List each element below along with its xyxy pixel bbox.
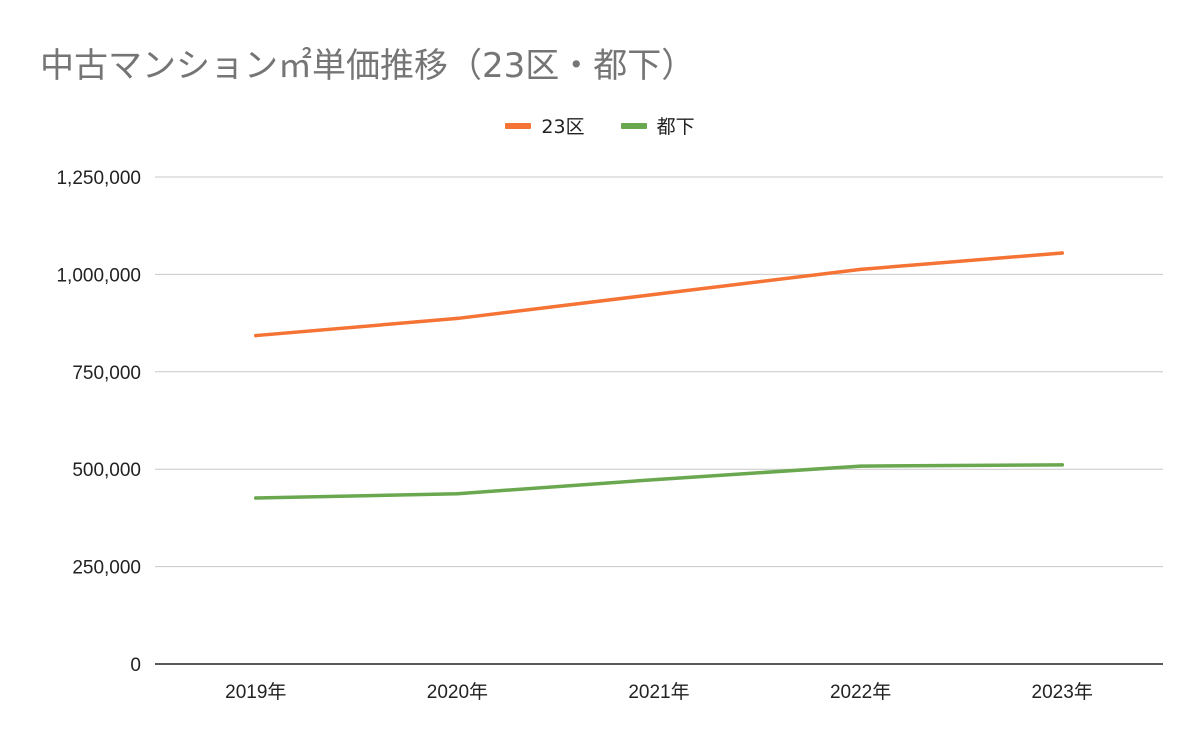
y-tick-label: 750,000: [72, 363, 141, 384]
x-tick-label: 2023年: [1032, 681, 1093, 703]
data-point: [858, 464, 863, 468]
legend-item-23ku[interactable]: 23区: [505, 112, 585, 139]
y-tick-label: 1,000,000: [56, 265, 141, 286]
x-tick-label: 2021年: [628, 681, 689, 703]
y-tick-label: 0: [130, 655, 141, 676]
legend-item-tokai[interactable]: 都下: [620, 112, 695, 139]
legend: 23区 都下: [0, 112, 1200, 139]
data-point: [1060, 251, 1064, 255]
x-tick-label: 2020年: [427, 681, 488, 703]
y-tick-label: 1,250,000: [56, 168, 141, 189]
y-tick-label: 250,000: [72, 558, 141, 579]
data-point: [254, 333, 258, 338]
data-point: [254, 496, 258, 500]
data-point: [455, 491, 460, 496]
data-point: [858, 267, 863, 272]
data-point: [657, 477, 661, 482]
data-point: [657, 292, 661, 296]
data-point: [1060, 463, 1064, 467]
legend-swatch-23ku: [505, 122, 532, 129]
data-point: [455, 316, 460, 321]
legend-label-23ku: 23区: [541, 116, 585, 138]
chart-title: 中古マンション㎡単価推移（23区・都下）: [40, 46, 696, 86]
series-line-tokai: [254, 463, 1064, 500]
legend-label-tokai: 都下: [656, 116, 695, 138]
legend-swatch-tokai: [620, 122, 647, 129]
y-tick-label: 500,000: [72, 460, 141, 481]
x-tick-label: 2019年: [225, 681, 286, 703]
x-tick-label: 2022年: [830, 681, 891, 703]
